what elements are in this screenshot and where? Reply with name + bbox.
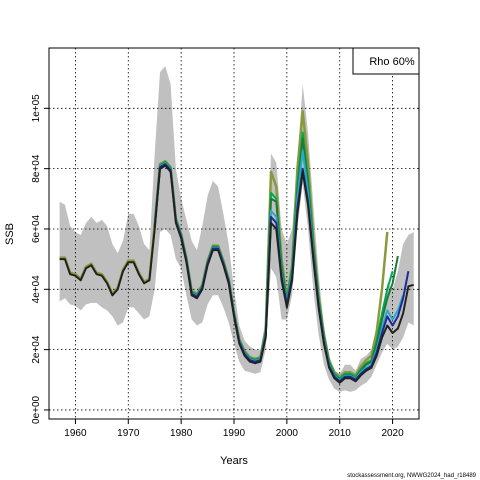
confidence-band-layer bbox=[59, 66, 414, 392]
y-tick-label: 1e+05 bbox=[31, 94, 42, 123]
y-axis: 0e+00 2e+04 4e+04 6e+04 8e+04 1e+05 bbox=[31, 94, 49, 424]
x-tick-label: 2010 bbox=[329, 428, 352, 439]
legend-text: Rho 60% bbox=[369, 56, 414, 68]
x-axis-title: Years bbox=[220, 455, 248, 467]
legend-box bbox=[352, 47, 420, 75]
grid-layer bbox=[49, 48, 419, 419]
x-tick-label: 1990 bbox=[223, 428, 246, 439]
y-tick-label: 8e+04 bbox=[31, 154, 42, 183]
footnote: stockassessment.org, NWWG2024_had_r18489 bbox=[347, 473, 476, 479]
x-tick-label: 1960 bbox=[64, 428, 87, 439]
series-line-0 bbox=[59, 164, 414, 384]
y-tick-label: 2e+04 bbox=[31, 335, 42, 364]
y-tick-label: 0e+00 bbox=[31, 395, 42, 424]
series-layer bbox=[59, 110, 414, 384]
confidence-band bbox=[59, 66, 414, 392]
y-tick-label: 6e+04 bbox=[31, 214, 42, 243]
y-tick-label: 4e+04 bbox=[31, 275, 42, 304]
x-tick-label: 1980 bbox=[170, 428, 193, 439]
legend: Rho 60% bbox=[352, 47, 420, 75]
x-axis: 1960 1970 1980 1990 2000 2010 2020 bbox=[64, 419, 404, 439]
x-tick-label: 1970 bbox=[117, 428, 140, 439]
x-tick-label: 2020 bbox=[381, 428, 404, 439]
x-tick-label: 2000 bbox=[276, 428, 299, 439]
y-axis-title: SSB bbox=[4, 223, 16, 245]
